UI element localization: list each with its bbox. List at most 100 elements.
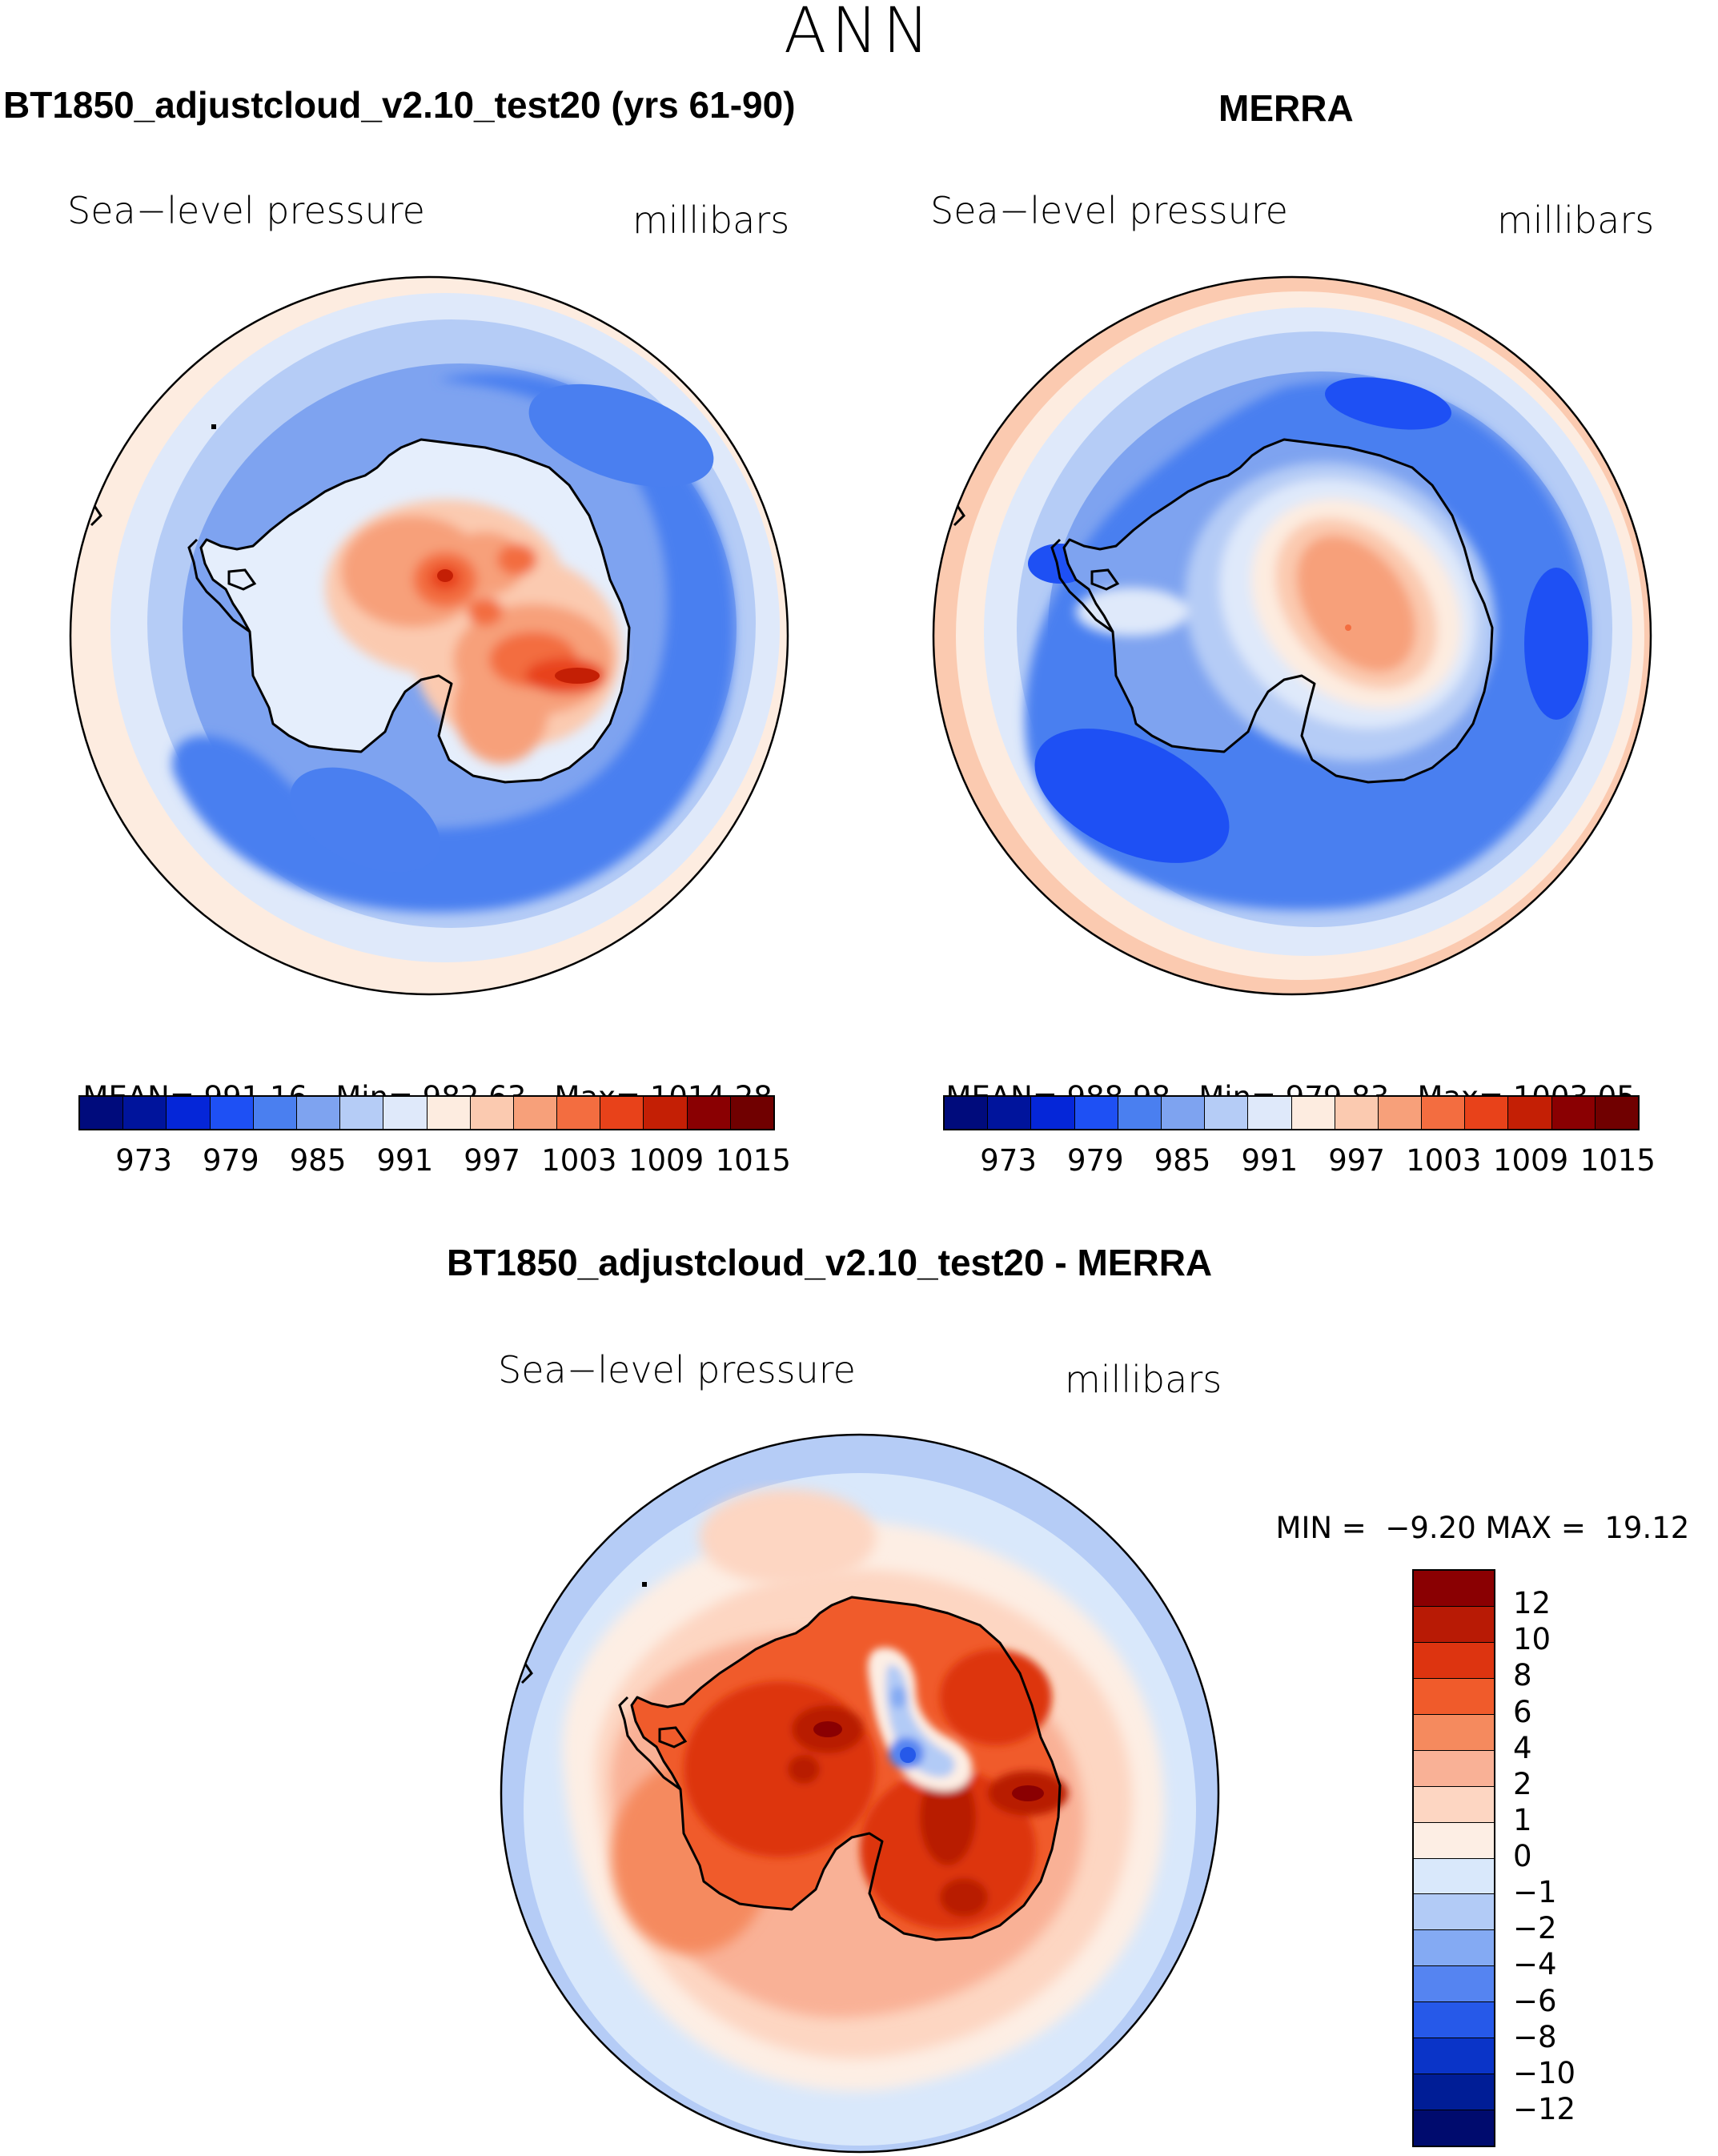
- diff-colorbar: [1412, 1569, 1495, 2147]
- diff-colorbar-tick-label: 2: [1513, 1766, 1532, 1801]
- left-colorbar-swatch: [470, 1097, 514, 1129]
- right-colorbar-swatch: [1205, 1097, 1249, 1129]
- diff-max-label: MAX =: [1485, 1511, 1586, 1545]
- left-polar-map: [69, 275, 789, 996]
- diff-colorbar-tick-label: 1: [1513, 1802, 1532, 1837]
- diff-colorbar-swatch: [1414, 1678, 1494, 1715]
- diff-colorbar-swatch: [1414, 1894, 1494, 1931]
- season-title: ANN: [783, 0, 935, 67]
- right-polar-map: [932, 275, 1652, 996]
- left-colorbar-tick-label: 979: [203, 1143, 259, 1178]
- diff-colorbar-tick-label: 0: [1513, 1839, 1532, 1873]
- right-colorbar-swatch: [1248, 1097, 1292, 1129]
- diff-colorbar-swatch: [1414, 1930, 1494, 1967]
- diff-colorbar-swatch: [1414, 1571, 1494, 1607]
- right-colorbar: [943, 1095, 1640, 1130]
- diff-colorbar-tick-label: −1: [1513, 1875, 1557, 1910]
- left-colorbar: [78, 1095, 775, 1130]
- diff-colorbar-swatch: [1414, 1858, 1494, 1895]
- diff-colorbar-tick-label: −2: [1513, 1911, 1557, 1946]
- left-panel-title: BT1850_adjustcloud_v2.10_test20 (yrs 61-…: [3, 84, 796, 126]
- left-colorbar-swatch: [644, 1097, 688, 1129]
- left-colorbar-swatch: [427, 1097, 471, 1129]
- left-colorbar-tick-label: 997: [464, 1143, 520, 1178]
- low-center-south: [290, 767, 440, 873]
- low-center-east: [528, 383, 714, 488]
- left-colorbar-swatch: [687, 1097, 731, 1129]
- right-panel-title: MERRA: [1218, 87, 1354, 129]
- diff-colorbar-tick-label: −10: [1513, 2055, 1576, 2090]
- left-variable-label: Sea−level pressure: [67, 189, 425, 232]
- diff-panel-title: BT1850_adjustcloud_v2.10_test20 - MERRA: [447, 1242, 1213, 1283]
- diff-variable-label: Sea−level pressure: [498, 1348, 856, 1391]
- diff-colorbar-swatch: [1414, 1786, 1494, 1823]
- left-colorbar-swatch: [167, 1097, 211, 1129]
- diff-colorbar-tick-label: 4: [1513, 1730, 1532, 1765]
- diff-min-value: −9.20: [1385, 1511, 1476, 1545]
- right-colorbar-tick-label: 979: [1067, 1143, 1124, 1178]
- left-colorbar-swatch: [730, 1097, 773, 1129]
- right-colorbar-ticks: 973 979 985 991 997 1003 1009 1015: [943, 1143, 1656, 1180]
- left-colorbar-swatch: [296, 1097, 341, 1129]
- right-colorbar-tick-label: 991: [1241, 1143, 1299, 1178]
- right-colorbar-swatch: [1118, 1097, 1162, 1129]
- diff-colorbar-swatch: [1414, 2038, 1494, 2075]
- diff-colorbar-swatch: [1414, 2002, 1494, 2039]
- diff-colorbar-tick-label: −8: [1513, 2019, 1557, 2054]
- diff-min-label: MIN =: [1275, 1511, 1367, 1545]
- map-boundary: [69, 275, 789, 996]
- right-colorbar-tick-label: 973: [980, 1143, 1037, 1178]
- right-colorbar-swatch: [1378, 1097, 1423, 1129]
- right-colorbar-tick-label: 1003: [1406, 1143, 1482, 1178]
- left-colorbar-tick-label: 1003: [541, 1143, 617, 1178]
- right-colorbar-swatch: [988, 1097, 1032, 1129]
- left-colorbar-tick-label: 1015: [715, 1143, 791, 1178]
- diff-polar-map: [500, 1433, 1220, 2154]
- right-colorbar-tick-label: 997: [1328, 1143, 1385, 1178]
- right-colorbar-swatch: [1031, 1097, 1075, 1129]
- diff-colorbar-tick-label: 10: [1513, 1622, 1551, 1657]
- diff-colorbar-swatch: [1414, 1822, 1494, 1859]
- left-colorbar-swatch: [383, 1097, 427, 1129]
- left-units-label: millibars: [632, 199, 790, 242]
- diff-colorbar-swatch: [1414, 1714, 1494, 1751]
- right-colorbar-swatch: [1074, 1097, 1118, 1129]
- left-colorbar-swatch: [123, 1097, 167, 1129]
- right-colorbar-swatch: [1595, 1097, 1638, 1129]
- right-variable-label: Sea−level pressure: [930, 189, 1288, 232]
- diff-colorbar-tick-label: 8: [1513, 1658, 1532, 1693]
- right-units-label: millibars: [1497, 199, 1655, 242]
- right-colorbar-swatch: [945, 1097, 989, 1129]
- diff-stats-line: MIN = −9.20 MAX = 19.12: [1257, 1476, 1690, 1545]
- right-colorbar-tick-label: 1015: [1580, 1143, 1656, 1178]
- diff-colorbar-swatch: [1414, 1750, 1494, 1787]
- left-colorbar-swatch: [253, 1097, 297, 1129]
- ice-shelf-outline: [227, 568, 257, 591]
- right-colorbar-swatch: [1335, 1097, 1379, 1129]
- left-colorbar-swatch: [210, 1097, 254, 1129]
- left-colorbar-swatch: [557, 1097, 601, 1129]
- diff-colorbar-tick-label: −6: [1513, 1983, 1557, 2018]
- right-colorbar-swatch: [1291, 1097, 1335, 1129]
- diff-colorbar-tick-label: 12: [1513, 1586, 1551, 1621]
- diff-colorbar-tick-label: −4: [1513, 1947, 1557, 1982]
- left-colorbar-tick-label: 985: [289, 1143, 347, 1178]
- right-colorbar-tick-label: 985: [1154, 1143, 1211, 1178]
- diff-colorbar-tick-label: 6: [1513, 1694, 1532, 1729]
- diff-units-label: millibars: [1065, 1358, 1222, 1401]
- right-colorbar-swatch: [1508, 1097, 1552, 1129]
- left-colorbar-swatch: [340, 1097, 384, 1129]
- diff-colorbar-swatch: [1414, 1966, 1494, 2003]
- left-colorbar-swatch: [80, 1097, 124, 1129]
- diff-colorbar-swatch: [1414, 2074, 1494, 2111]
- antarctic-peninsula: [187, 538, 251, 633]
- left-colorbar-tick-label: 991: [376, 1143, 434, 1178]
- left-colorbar-tick-label: 973: [115, 1143, 172, 1178]
- left-colorbar-swatch: [600, 1097, 644, 1129]
- diff-max-value: 19.12: [1604, 1511, 1690, 1545]
- right-colorbar-swatch: [1161, 1097, 1206, 1129]
- diff-colorbar-swatch: [1414, 2110, 1494, 2146]
- left-colorbar-swatch: [513, 1097, 558, 1129]
- south-america-tip: [90, 503, 102, 527]
- left-colorbar-ticks: 973 979 985 991 997 1003 1009 1015: [78, 1143, 791, 1180]
